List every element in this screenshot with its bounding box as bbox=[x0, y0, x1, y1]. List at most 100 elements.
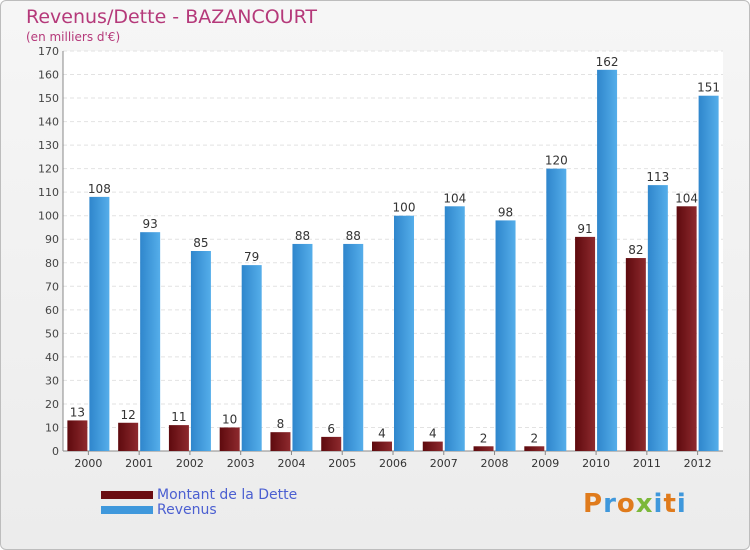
y-tick-label: 10 bbox=[45, 421, 59, 434]
bar-revenue bbox=[597, 69, 618, 451]
y-tick-label: 40 bbox=[45, 351, 59, 364]
data-label-debt: 82 bbox=[628, 243, 643, 257]
bar-debt bbox=[118, 422, 139, 451]
bar-debt bbox=[575, 236, 596, 451]
data-label-revenue: 79 bbox=[244, 250, 259, 264]
data-label-revenue: 120 bbox=[545, 154, 568, 168]
x-tick-label: 2007 bbox=[430, 457, 458, 470]
x-tick-label: 2003 bbox=[227, 457, 255, 470]
data-label-revenue: 88 bbox=[295, 229, 310, 243]
y-tick-label: 150 bbox=[38, 92, 59, 105]
bar-revenue bbox=[343, 243, 364, 451]
x-tick-label: 2006 bbox=[379, 457, 407, 470]
x-tick-label: 2010 bbox=[582, 457, 610, 470]
bar-debt bbox=[219, 427, 240, 451]
data-label-debt: 12 bbox=[121, 408, 136, 422]
data-label-debt: 13 bbox=[70, 405, 85, 419]
y-tick-label: 0 bbox=[52, 445, 59, 458]
y-tick-label: 160 bbox=[38, 69, 59, 82]
bar-revenue bbox=[89, 196, 110, 451]
data-label-debt: 2 bbox=[530, 431, 538, 445]
bar-revenue bbox=[444, 206, 465, 451]
bar-debt bbox=[676, 206, 697, 451]
bar-debt bbox=[168, 425, 189, 451]
proxiti-logo: Proxiti bbox=[583, 489, 687, 519]
x-tick-label: 2000 bbox=[74, 457, 102, 470]
logo-letter: x bbox=[635, 489, 654, 519]
bar-revenue bbox=[140, 232, 161, 451]
data-label-revenue: 104 bbox=[443, 191, 466, 205]
bar-debt bbox=[625, 258, 646, 451]
logo-letter: i bbox=[676, 489, 687, 519]
legend-swatch-debt bbox=[101, 490, 153, 499]
logo-letter: i bbox=[653, 489, 664, 519]
legend-item-debt: Montant de la Dette bbox=[101, 486, 298, 503]
data-label-revenue: 108 bbox=[88, 182, 111, 196]
bar-debt bbox=[270, 432, 291, 451]
bar-debt bbox=[321, 436, 342, 451]
y-tick-label: 80 bbox=[45, 257, 59, 270]
legend-item-revenue: Revenus bbox=[101, 501, 297, 518]
y-tick-label: 90 bbox=[45, 233, 59, 246]
x-tick-label: 2008 bbox=[481, 457, 509, 470]
data-label-debt: 91 bbox=[577, 222, 592, 236]
x-tick-label: 2009 bbox=[531, 457, 559, 470]
bar-debt bbox=[524, 446, 545, 451]
y-tick-label: 50 bbox=[45, 327, 59, 340]
x-tick-label: 2005 bbox=[328, 457, 356, 470]
bar-revenue bbox=[394, 215, 414, 451]
data-label-debt: 8 bbox=[277, 417, 285, 431]
bar-debt bbox=[372, 441, 392, 451]
bar-revenue bbox=[495, 220, 516, 451]
bar-debt bbox=[67, 420, 88, 451]
data-label-revenue: 151 bbox=[697, 81, 720, 95]
data-label-debt: 4 bbox=[429, 427, 437, 441]
x-tick-label: 2001 bbox=[125, 457, 153, 470]
bar-revenue bbox=[241, 265, 262, 451]
chart-subtitle: (en milliers d'€) bbox=[26, 30, 121, 44]
x-tick-label: 2002 bbox=[176, 457, 204, 470]
data-label-debt: 6 bbox=[327, 422, 335, 436]
logo-letter: r bbox=[603, 489, 617, 519]
y-tick-label: 20 bbox=[45, 398, 59, 411]
y-tick-label: 60 bbox=[45, 304, 59, 317]
y-tick-label: 130 bbox=[38, 139, 59, 152]
data-label-revenue: 93 bbox=[143, 217, 158, 231]
data-label-revenue: 162 bbox=[596, 55, 619, 69]
y-tick-label: 70 bbox=[45, 280, 59, 293]
bar-revenue bbox=[190, 251, 211, 451]
bar-debt bbox=[422, 441, 443, 451]
x-tick-label: 2004 bbox=[277, 457, 305, 470]
legend-swatch-revenue bbox=[101, 505, 153, 514]
bar-revenue bbox=[546, 168, 567, 451]
y-tick-label: 100 bbox=[38, 210, 59, 223]
data-label-debt: 4 bbox=[378, 427, 386, 441]
data-label-debt: 2 bbox=[480, 431, 488, 445]
plot-area bbox=[63, 51, 723, 451]
bar-revenue bbox=[647, 185, 668, 451]
logo-letter: P bbox=[583, 489, 604, 519]
data-label-revenue: 100 bbox=[393, 201, 416, 215]
legend: Montant de la Dette Revenus bbox=[101, 486, 298, 518]
y-tick-label: 120 bbox=[38, 163, 59, 176]
y-tick-label: 170 bbox=[38, 45, 59, 58]
bar-revenue bbox=[292, 243, 313, 451]
data-label-debt: 11 bbox=[171, 410, 186, 424]
data-label-revenue: 98 bbox=[498, 205, 513, 219]
data-label-revenue: 113 bbox=[646, 170, 669, 184]
x-tick-label: 2011 bbox=[633, 457, 661, 470]
logo-letter: t bbox=[663, 489, 677, 519]
bar-debt bbox=[473, 446, 494, 451]
bar-revenue bbox=[698, 95, 719, 452]
y-tick-label: 140 bbox=[38, 116, 59, 129]
legend-label-revenue: Revenus bbox=[157, 501, 217, 518]
y-tick-label: 30 bbox=[45, 374, 59, 387]
legend-label-debt: Montant de la Dette bbox=[157, 486, 298, 503]
chart-title: Revenus/Dette - BAZANCOURT bbox=[26, 6, 318, 28]
logo-letter: o bbox=[616, 489, 636, 519]
data-label-revenue: 88 bbox=[346, 229, 361, 243]
x-tick-label: 2012 bbox=[684, 457, 712, 470]
data-label-debt: 104 bbox=[675, 191, 698, 205]
data-label-debt: 10 bbox=[222, 412, 237, 426]
y-tick-label: 110 bbox=[38, 186, 59, 199]
